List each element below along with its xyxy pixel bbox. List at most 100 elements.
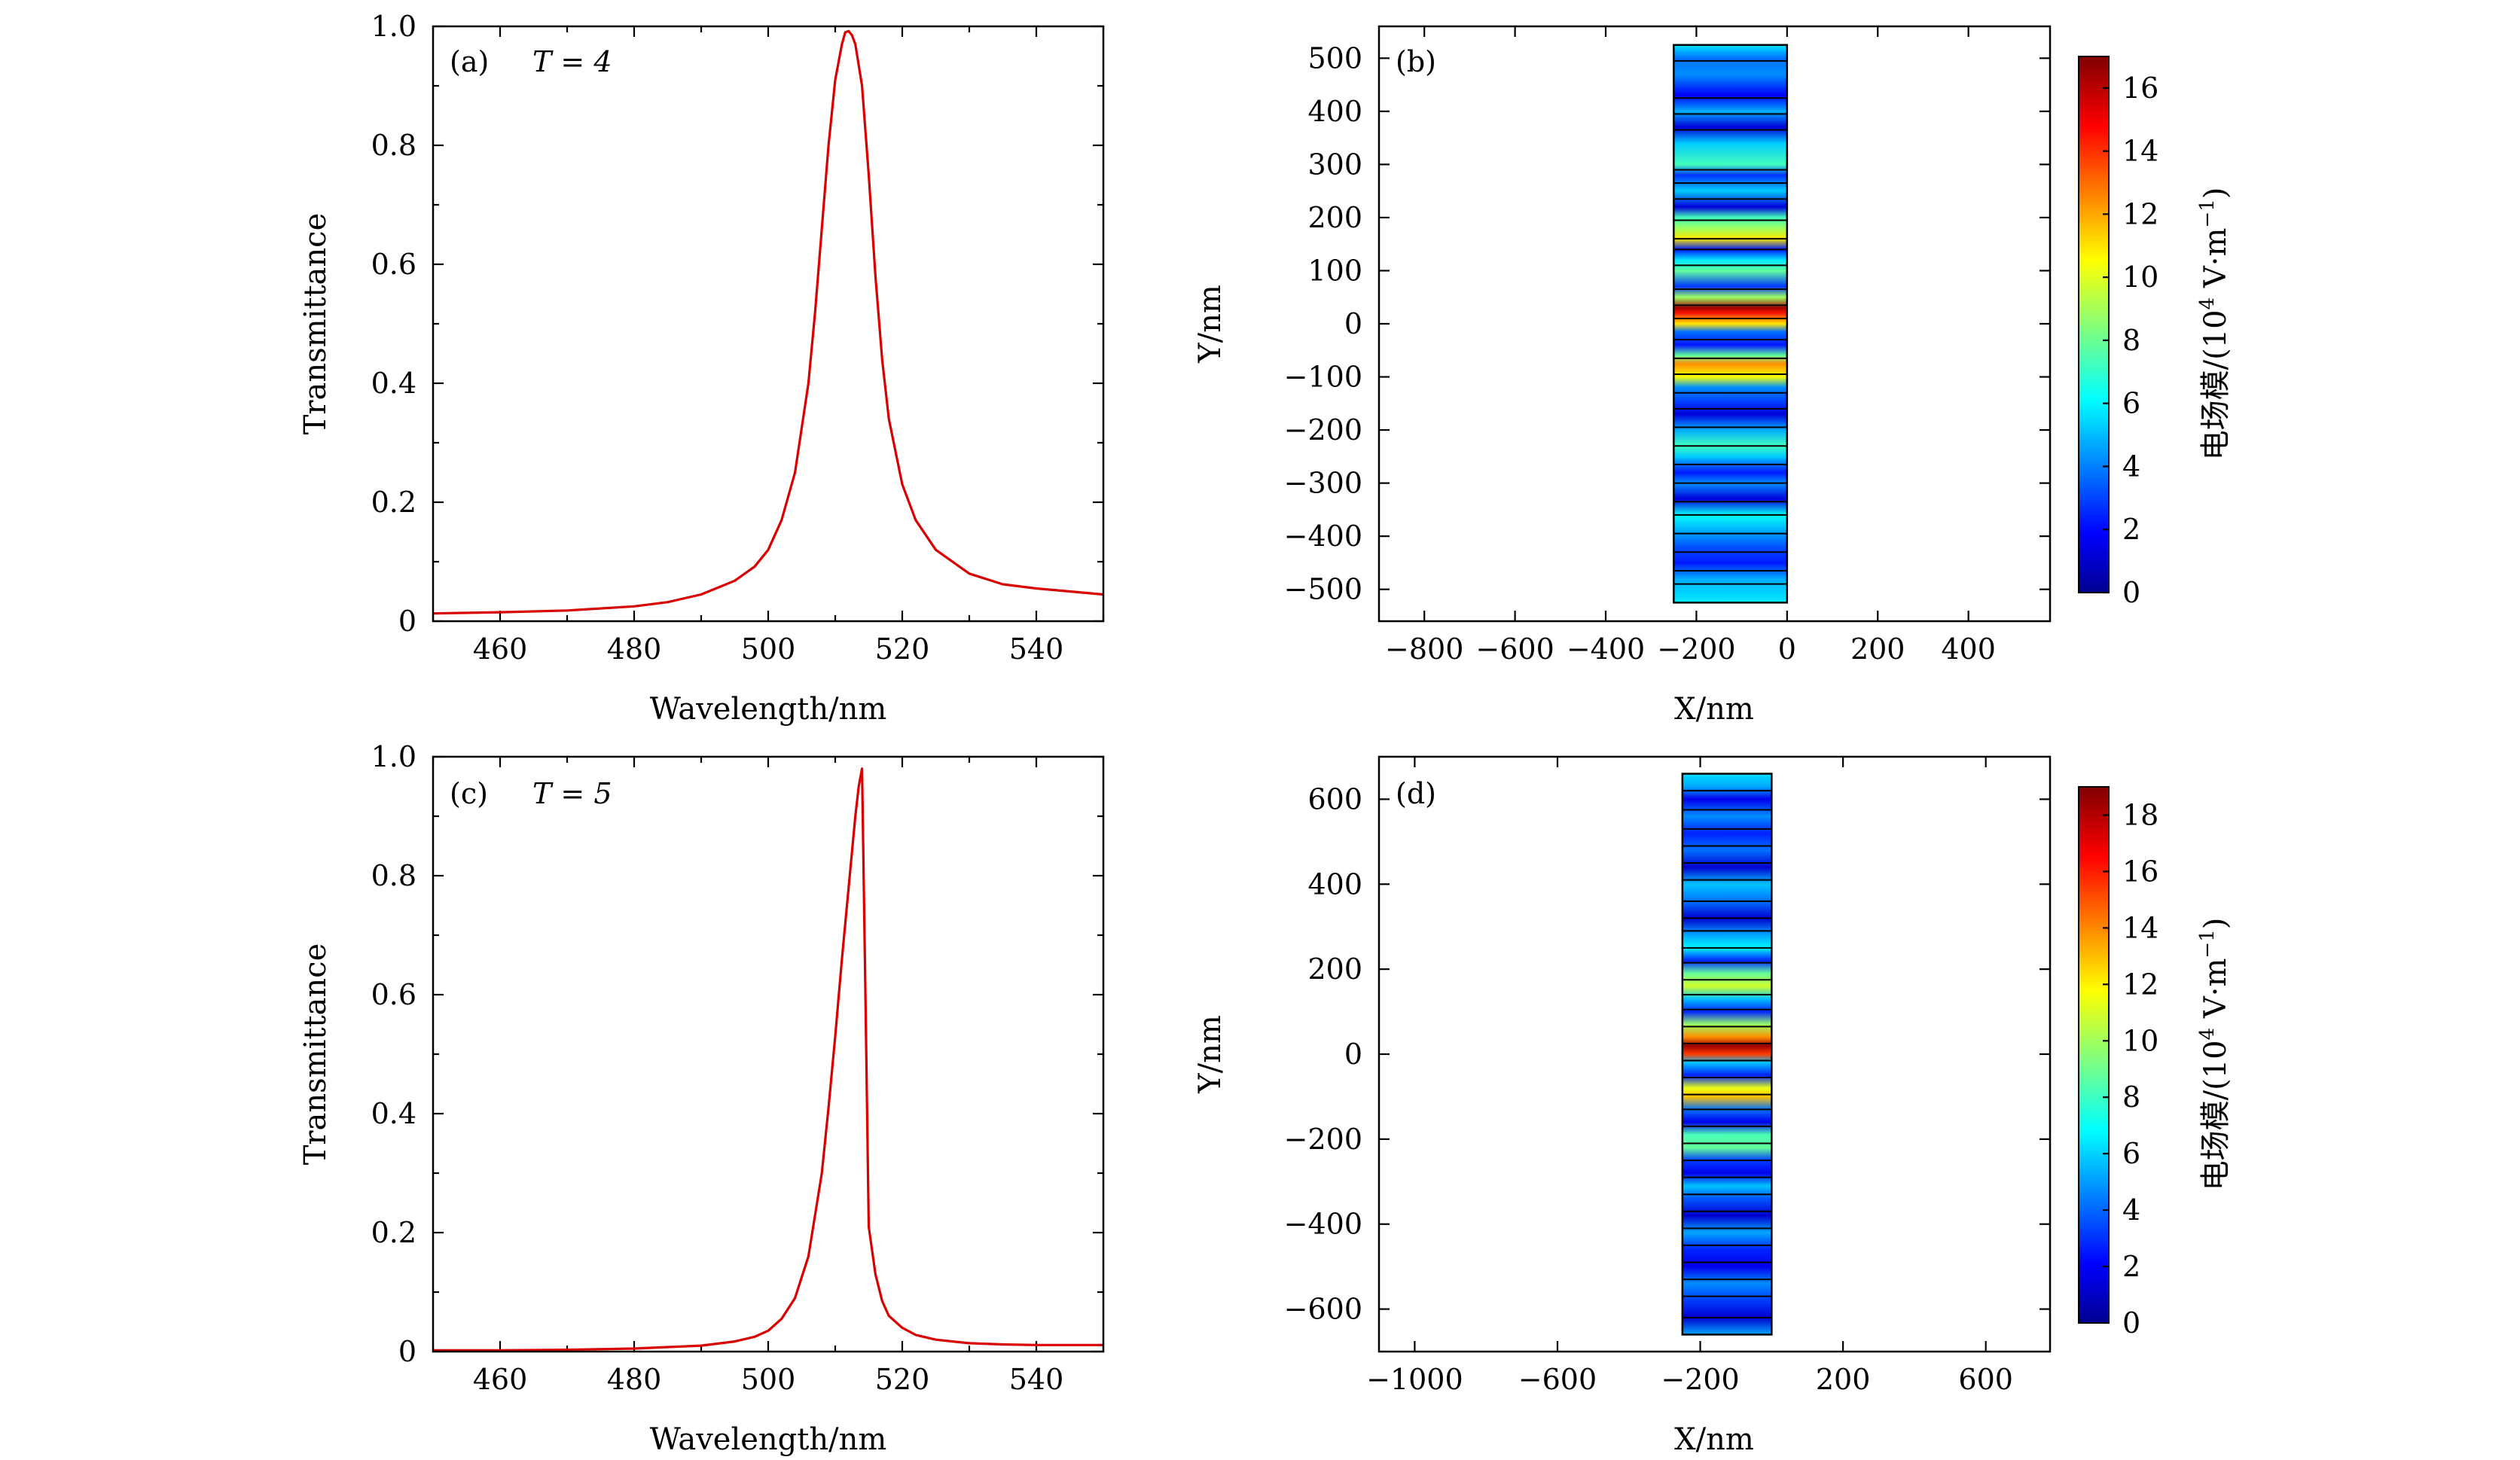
panel-a-x-tick-label: 540 — [1009, 632, 1064, 666]
colorbar-d-tick-label: 0 — [2122, 1306, 2140, 1340]
panel-a-x-tick-label: 460 — [473, 632, 528, 666]
panel-b: −800 −600 −400 −200 0 200 400−500−400−300−200−… — [1193, 25, 2233, 727]
panel-d-x-tick-label: 600 — [1958, 1363, 2013, 1396]
panel-b-y-tick-label: 100 — [1307, 254, 1362, 287]
panel-a-label: (a) — [450, 45, 489, 78]
panel-d-y-tick-label: −400 — [1284, 1208, 1362, 1241]
panel-c-frame — [432, 755, 1105, 1353]
panel-a-y-tick-label: 0.8 — [371, 129, 416, 162]
panel-b-y-tick-label: 200 — [1307, 201, 1362, 234]
colorbar-b-tick-label: 10 — [2122, 261, 2158, 294]
panel-c-y-tick-label: 0.4 — [371, 1097, 416, 1130]
panel-d-x-tick-label: 200 — [1816, 1363, 1871, 1396]
panel-a-x-tick-label: 500 — [741, 632, 796, 666]
panel-c-y-tick-label: 1.0 — [371, 740, 416, 773]
panel-c: 460 480 500 520 540 0 0.2 0.4 0.6 0.8 1.0 (c) T = … — [298, 740, 1105, 1457]
colorbar-d-tick-label: 2 — [2122, 1250, 2140, 1283]
panel-d-frame — [1377, 755, 2052, 1353]
panel-a-xlabel: Wavelength/nm — [650, 692, 887, 727]
panel-d-y-tick-label: −200 — [1284, 1123, 1362, 1156]
panel-a-annotation: T = 4 — [532, 45, 612, 78]
panel-b-x-tick-label: −200 — [1657, 632, 1735, 666]
panel-a-ylabel: Transmittance — [298, 213, 333, 435]
panel-a-y-tick-label: 0.4 — [371, 367, 416, 400]
panel-b-y-tick-label: −500 — [1284, 573, 1362, 606]
panel-a-y-tick-label: 0.6 — [371, 248, 416, 281]
panel-c-x-tick-label: 480 — [607, 1363, 662, 1396]
panel-a-x-tick-label: 480 — [607, 632, 662, 666]
colorbar-d-tick-label: 14 — [2122, 911, 2158, 944]
panel-b-x-tick-label: −800 — [1385, 632, 1463, 666]
panel-c-marks: 460 480 500 520 540 0 0.2 0.4 0.6 0.8 1.0 — [371, 740, 1105, 1396]
panel-b-y-tick-label: −400 — [1284, 520, 1362, 553]
panel-d-field-map — [1682, 773, 1772, 1335]
panel-d-y-tick-label: 200 — [1307, 953, 1362, 986]
colorbar-d-tick-label: 12 — [2122, 968, 2158, 1001]
panel-d-label: (d) — [1396, 777, 1436, 810]
colorbar-b-tick-label: 4 — [2122, 450, 2140, 483]
panel-b-label: (b) — [1396, 45, 1436, 78]
panel-b-x-tick-label: −600 — [1475, 632, 1554, 666]
panel-d-x-tick-label: −1000 — [1366, 1363, 1463, 1396]
colorbar-b-tick-label: 12 — [2122, 197, 2158, 230]
colorbar-d — [2078, 786, 2110, 1324]
colorbar-b-tick-label: 8 — [2122, 324, 2140, 357]
panel-b-x-tick-label: 400 — [1941, 632, 1996, 666]
panel-c-y-tick-label: 0.6 — [371, 978, 416, 1011]
panel-b-xlabel: X/nm — [1674, 692, 1754, 727]
panel-c-label: (c) — [450, 777, 488, 810]
panel-b-marks: −800 −600 −400 −200 0 200 400 −500 −400 −300 −200 −… — [1284, 26, 2050, 666]
panel-d-x-tick-label: −200 — [1661, 1363, 1739, 1396]
colorbar-b-title: 电场模/(104 V·m−1) — [2196, 187, 2233, 461]
panel-a-series-line — [432, 29, 1104, 615]
panel-c-y-tick-label: 0.8 — [371, 859, 416, 892]
panel-c-xlabel: Wavelength/nm — [650, 1422, 887, 1457]
panel-d-y-tick-label: 400 — [1307, 867, 1362, 901]
colorbar-d-tick-label: 16 — [2122, 855, 2158, 888]
panel-a-y-tick-label: 0.2 — [371, 486, 416, 519]
panel-d: −1000 −600 −200 200 600−600−400−200020040060… — [1193, 755, 2233, 1457]
panel-d-y-tick-label: 600 — [1307, 782, 1362, 815]
colorbar-d-tick-label: 18 — [2122, 798, 2158, 831]
panel-b-x-tick-label: 200 — [1850, 632, 1905, 666]
panel-b-y-tick-label: 500 — [1307, 41, 1362, 75]
panel-b-y-tick-label: 0 — [1344, 307, 1362, 340]
panel-a-y-tick-label: 1.0 — [371, 10, 416, 43]
colorbar-b-tick-label: 16 — [2122, 72, 2158, 105]
colorbar-b-tick-label: 14 — [2122, 135, 2158, 168]
panel-c-annotation: T = 5 — [532, 777, 612, 810]
colorbar-d-tick-label: 8 — [2122, 1081, 2140, 1114]
panel-c-x-tick-label: 500 — [741, 1363, 796, 1396]
colorbar-b — [2078, 56, 2110, 593]
panel-b-y-tick-label: −300 — [1284, 467, 1362, 500]
panel-b-frame — [1377, 25, 2052, 623]
panel-c-ylabel: Transmittance — [298, 943, 333, 1166]
panel-d-ylabel: Y/nm — [1193, 1015, 1228, 1094]
colorbar-b-ticks: 0 2 4 6 8 10 12 14 16 — [2103, 72, 2158, 609]
panel-d-x-tick-label: −600 — [1518, 1363, 1597, 1396]
panel-d-xlabel: X/nm — [1674, 1422, 1754, 1457]
panel-b-y-tick-label: −100 — [1284, 361, 1362, 394]
panel-b-y-tick-label: −200 — [1284, 413, 1362, 447]
panel-d-y-tick-label: 0 — [1344, 1038, 1362, 1071]
colorbar-d-ticks: 0 2 4 6 8 10 12 14 16 18 — [2103, 798, 2158, 1340]
colorbar-d-tick-label: 10 — [2122, 1024, 2158, 1057]
panel-c-x-tick-label: 460 — [473, 1363, 528, 1396]
panel-a-marks: 460 480 500 520 540 0 0.2 0.4 0.6 0.8 1.0 — [371, 10, 1105, 666]
colorbar-b-tick-label: 0 — [2122, 576, 2140, 609]
panel-b-structure-outline — [1673, 44, 1789, 604]
colorbar-d-tick-label: 4 — [2122, 1193, 2140, 1227]
colorbar-d-title: 电场模/(104 V·m−1) — [2196, 918, 2233, 1191]
colorbar-d-tick-label: 6 — [2122, 1137, 2140, 1170]
panel-a-y-tick-label: 0 — [398, 605, 416, 638]
panel-c-y-tick-label: 0.2 — [371, 1216, 416, 1249]
panel-b-y-tick-label: 300 — [1307, 148, 1362, 181]
panel-c-y-tick-label: 0 — [398, 1335, 416, 1368]
panel-d-y-tick-label: −600 — [1284, 1293, 1362, 1326]
panel-d-marks: −1000 −600 −200 200 600 −600 −400 −200 0 200 400 60… — [1284, 757, 2050, 1396]
panel-a: 460 480 500 520 540 0 0.2 0.4 0.6 0.8 1.0 (a) T = … — [298, 10, 1105, 727]
panel-c-x-tick-label: 540 — [1009, 1363, 1064, 1396]
panel-b-ylabel: Y/nm — [1193, 285, 1228, 364]
panel-d-structure-outline — [1681, 773, 1773, 1336]
